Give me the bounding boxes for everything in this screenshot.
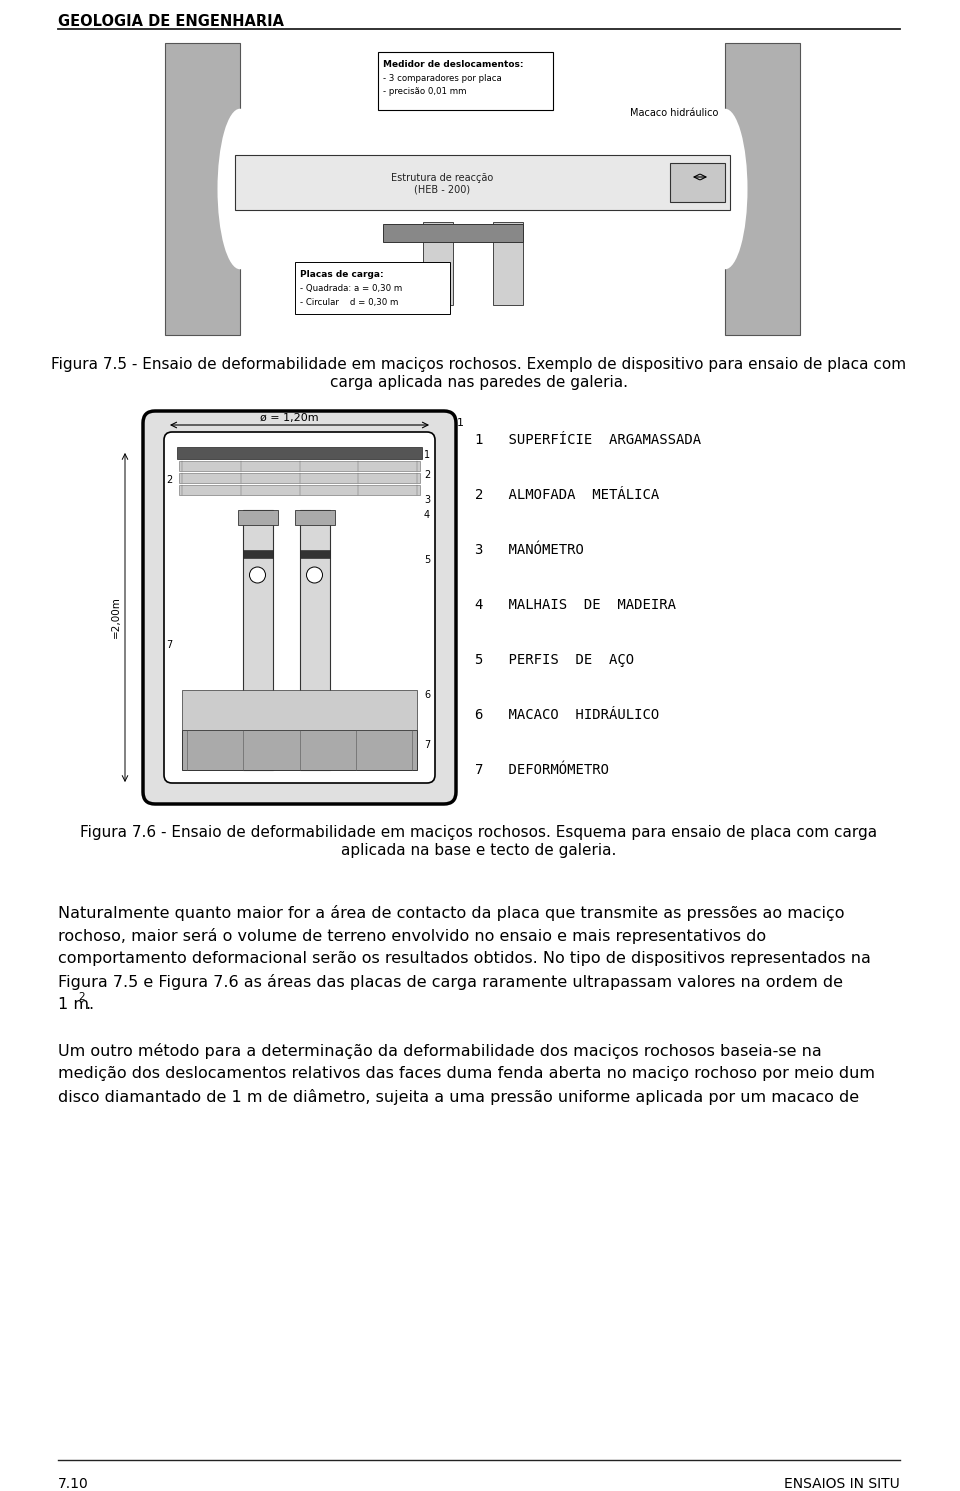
Text: Figura 7.5 - Ensaio de deformabilidade em maciços rochosos. Exemplo de dispositi: Figura 7.5 - Ensaio de deformabilidade e… [52,356,906,371]
Text: Figura 7.5 e Figura 7.6 as áreas das placas de carga raramente ultrapassam valor: Figura 7.5 e Figura 7.6 as áreas das pla… [58,974,843,990]
Text: disco diamantado de 1 m de diâmetro, sujeita a uma pressão uniforme aplicada por: disco diamantado de 1 m de diâmetro, suj… [58,1088,859,1105]
Text: Placas de carga:: Placas de carga: [300,270,384,279]
Circle shape [250,567,266,583]
Text: GEOLOGIA DE ENGENHARIA: GEOLOGIA DE ENGENHARIA [58,13,284,28]
Text: 5: 5 [424,555,430,565]
Text: 7: 7 [166,640,172,650]
Text: Estrutura de reacção: Estrutura de reacção [392,173,493,183]
Text: 3: 3 [424,495,430,505]
Text: rochoso, maior será o volume de terreno envolvido no ensaio e mais representativ: rochoso, maior será o volume de terreno … [58,927,766,944]
Text: 5   PERFIS  DE  AÇO: 5 PERFIS DE AÇO [475,653,635,666]
Bar [177,447,422,459]
Text: 4   MALHAIS  DE  MADEIRA: 4 MALHAIS DE MADEIRA [475,598,676,611]
Bar [165,37,800,340]
Text: medição dos deslocamentos relativos das faces duma fenda aberta no maciço rochos: medição dos deslocamentos relativos das … [58,1066,875,1081]
Text: 2   ALMOFADA  METÁLICA: 2 ALMOFADA METÁLICA [475,488,660,502]
Text: - Quadrada: a = 0,30 m: - Quadrada: a = 0,30 m [300,283,402,294]
Text: Naturalmente quanto maior for a área de contacto da placa que transmite as press: Naturalmente quanto maior for a área de … [58,905,845,921]
Text: 1: 1 [424,450,430,461]
Circle shape [306,567,323,583]
FancyBboxPatch shape [143,412,456,804]
Text: =2,00m: =2,00m [111,596,121,638]
Text: ENSAIOS IN SITU: ENSAIOS IN SITU [784,1478,900,1491]
Bar [235,155,730,210]
Text: 7: 7 [424,740,430,750]
Ellipse shape [703,109,748,270]
Bar [165,43,240,335]
Text: Um outro método para a determinação da deformabilidade dos maciços rochosos base: Um outro método para a determinação da d… [58,1044,822,1059]
Text: - Circular    d = 0,30 m: - Circular d = 0,30 m [300,298,398,307]
Bar [378,52,553,110]
Bar [725,43,800,335]
Text: 1   SUPERFÍCIE  ARGAMASSADA: 1 SUPERFÍCIE ARGAMASSADA [475,432,701,447]
Bar [182,690,417,731]
Bar [295,510,334,525]
Text: 3   MANÓMETRO: 3 MANÓMETRO [475,543,584,558]
Bar [382,224,522,242]
Text: 6   MACACO  HIDRÁULICO: 6 MACACO HIDRÁULICO [475,708,660,722]
Bar [295,262,450,315]
Bar [422,222,452,306]
Bar [179,473,420,483]
Text: 1: 1 [457,417,464,428]
Text: aplicada na base e tecto de galeria.: aplicada na base e tecto de galeria. [342,842,616,857]
Ellipse shape [218,109,262,270]
Text: 2: 2 [166,476,172,485]
Text: 6: 6 [424,690,430,699]
Text: 1 m.: 1 m. [58,997,94,1012]
Bar [179,461,420,471]
Bar [179,485,420,495]
Bar [492,222,522,306]
Text: 2: 2 [424,470,430,480]
Bar [300,510,329,769]
Bar [670,163,725,201]
Text: ø = 1,20m: ø = 1,20m [260,413,319,423]
Text: 7.10: 7.10 [58,1478,88,1491]
Bar [243,510,273,769]
Text: comportamento deformacional serão os resultados obtidos. No tipo de dispositivos: comportamento deformacional serão os res… [58,951,871,966]
Text: - precisão 0,01 mm: - precisão 0,01 mm [383,86,467,95]
Text: carga aplicada nas paredes de galeria.: carga aplicada nas paredes de galeria. [330,376,628,391]
Text: 4: 4 [424,510,430,520]
Text: 2: 2 [78,992,84,1002]
Bar [182,731,417,769]
Text: Macaco hidráulico: Macaco hidráulico [630,107,718,118]
FancyBboxPatch shape [164,432,435,783]
Text: Figura 7.6 - Ensaio de deformabilidade em maciços rochosos. Esquema para ensaio : Figura 7.6 - Ensaio de deformabilidade e… [81,825,877,839]
Text: - 3 comparadores por placa: - 3 comparadores por placa [383,75,502,83]
Text: (HEB - 200): (HEB - 200) [415,185,470,195]
Bar [127,406,472,810]
Text: .: . [85,997,90,1012]
Text: Medidor de deslocamentos:: Medidor de deslocamentos: [383,60,523,69]
Bar [243,550,273,558]
Bar [300,550,329,558]
Text: 7   DEFORMÓMETRO: 7 DEFORMÓMETRO [475,763,609,777]
Bar [237,510,277,525]
